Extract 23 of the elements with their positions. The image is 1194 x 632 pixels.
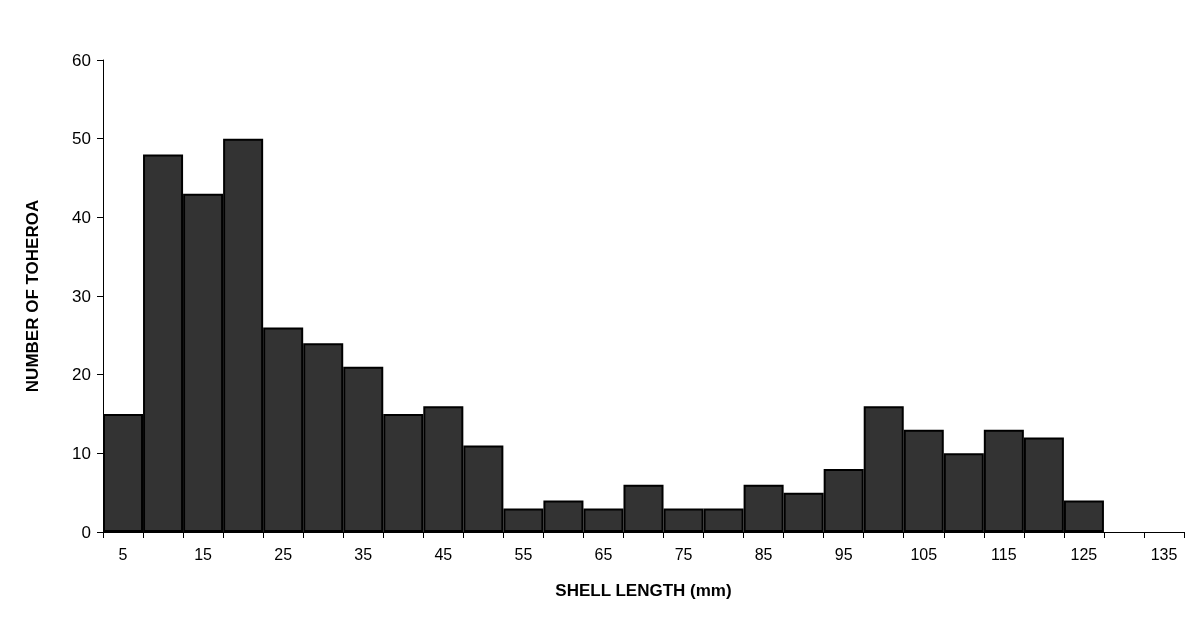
x-tick-label: 65: [594, 545, 613, 563]
x-tick-label: 15: [194, 545, 213, 563]
y-axis-title: NUMBER OF TOHEROA: [23, 199, 42, 393]
y-tick-label: 0: [81, 522, 91, 542]
x-tick-label: 135: [1150, 545, 1178, 563]
x-axis-title: SHELL LENGTH (mm): [555, 581, 732, 600]
x-tick-label: 115: [991, 545, 1017, 563]
y-tick-label: 40: [72, 207, 91, 227]
x-tick-label: 75: [674, 545, 693, 563]
x-tick-label: 55: [514, 545, 533, 563]
x-tick-label: 45: [434, 545, 453, 563]
x-tick-label: 85: [754, 545, 773, 563]
x-tick-label: 5: [118, 545, 128, 563]
x-tick-label: 105: [910, 545, 938, 563]
x-tick-label: 25: [274, 545, 293, 563]
y-tick-label: 50: [72, 129, 91, 149]
y-tick-label: 20: [72, 365, 91, 385]
x-tick-label: 35: [354, 545, 373, 563]
y-tick-label: 30: [72, 286, 91, 306]
y-tick-label: 60: [72, 50, 91, 70]
y-tick-label: 10: [72, 443, 91, 463]
x-tick-label: 125: [1070, 545, 1098, 563]
x-tick-label: 95: [834, 545, 853, 563]
